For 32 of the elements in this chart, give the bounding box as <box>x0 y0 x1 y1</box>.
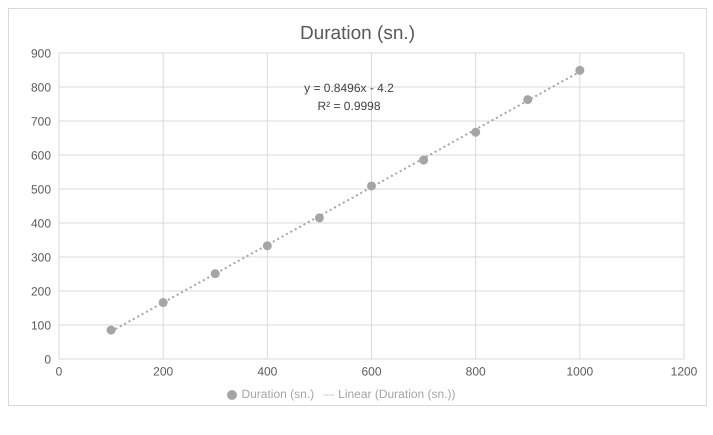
point <box>367 181 376 190</box>
y-tick-label: 100 <box>30 318 52 332</box>
point <box>314 213 324 222</box>
y-tick-label: 200 <box>30 284 52 298</box>
x-tick-label: 600 <box>361 364 382 379</box>
y-tick-label: 600 <box>30 148 52 162</box>
x-tick-label: 800 <box>466 364 486 379</box>
y-tick-label: 900 <box>30 46 52 60</box>
point <box>575 66 584 75</box>
point <box>262 241 272 250</box>
annotation: R² = 0.9998 <box>316 98 382 115</box>
y-tick-label: 500 <box>30 182 52 196</box>
point <box>471 128 480 137</box>
point <box>106 326 116 335</box>
point <box>523 95 532 104</box>
point <box>158 298 168 308</box>
point <box>210 269 220 278</box>
y-tick-label: 300 <box>30 250 52 264</box>
annotation: y = 0.8496x - 4.2 <box>303 80 395 97</box>
legend-label: Linear (Duration (sn.)) <box>338 387 456 401</box>
chart-title: Duration (sn.) <box>298 22 416 45</box>
y-tick-label: 700 <box>30 114 52 128</box>
x-tick-label: 0 <box>56 364 63 379</box>
x-tick-label: 200 <box>153 364 174 379</box>
x-tick-label: 1200 <box>670 364 698 379</box>
x-tick-label: 1000 <box>566 364 594 379</box>
y-tick-label: 800 <box>30 80 52 94</box>
x-tick-label: 400 <box>257 364 278 379</box>
legend-label: Duration (sn.) <box>241 387 314 401</box>
point <box>419 156 428 165</box>
y-tick-label: 400 <box>30 216 52 230</box>
y-tick-label: 0 <box>44 352 52 366</box>
